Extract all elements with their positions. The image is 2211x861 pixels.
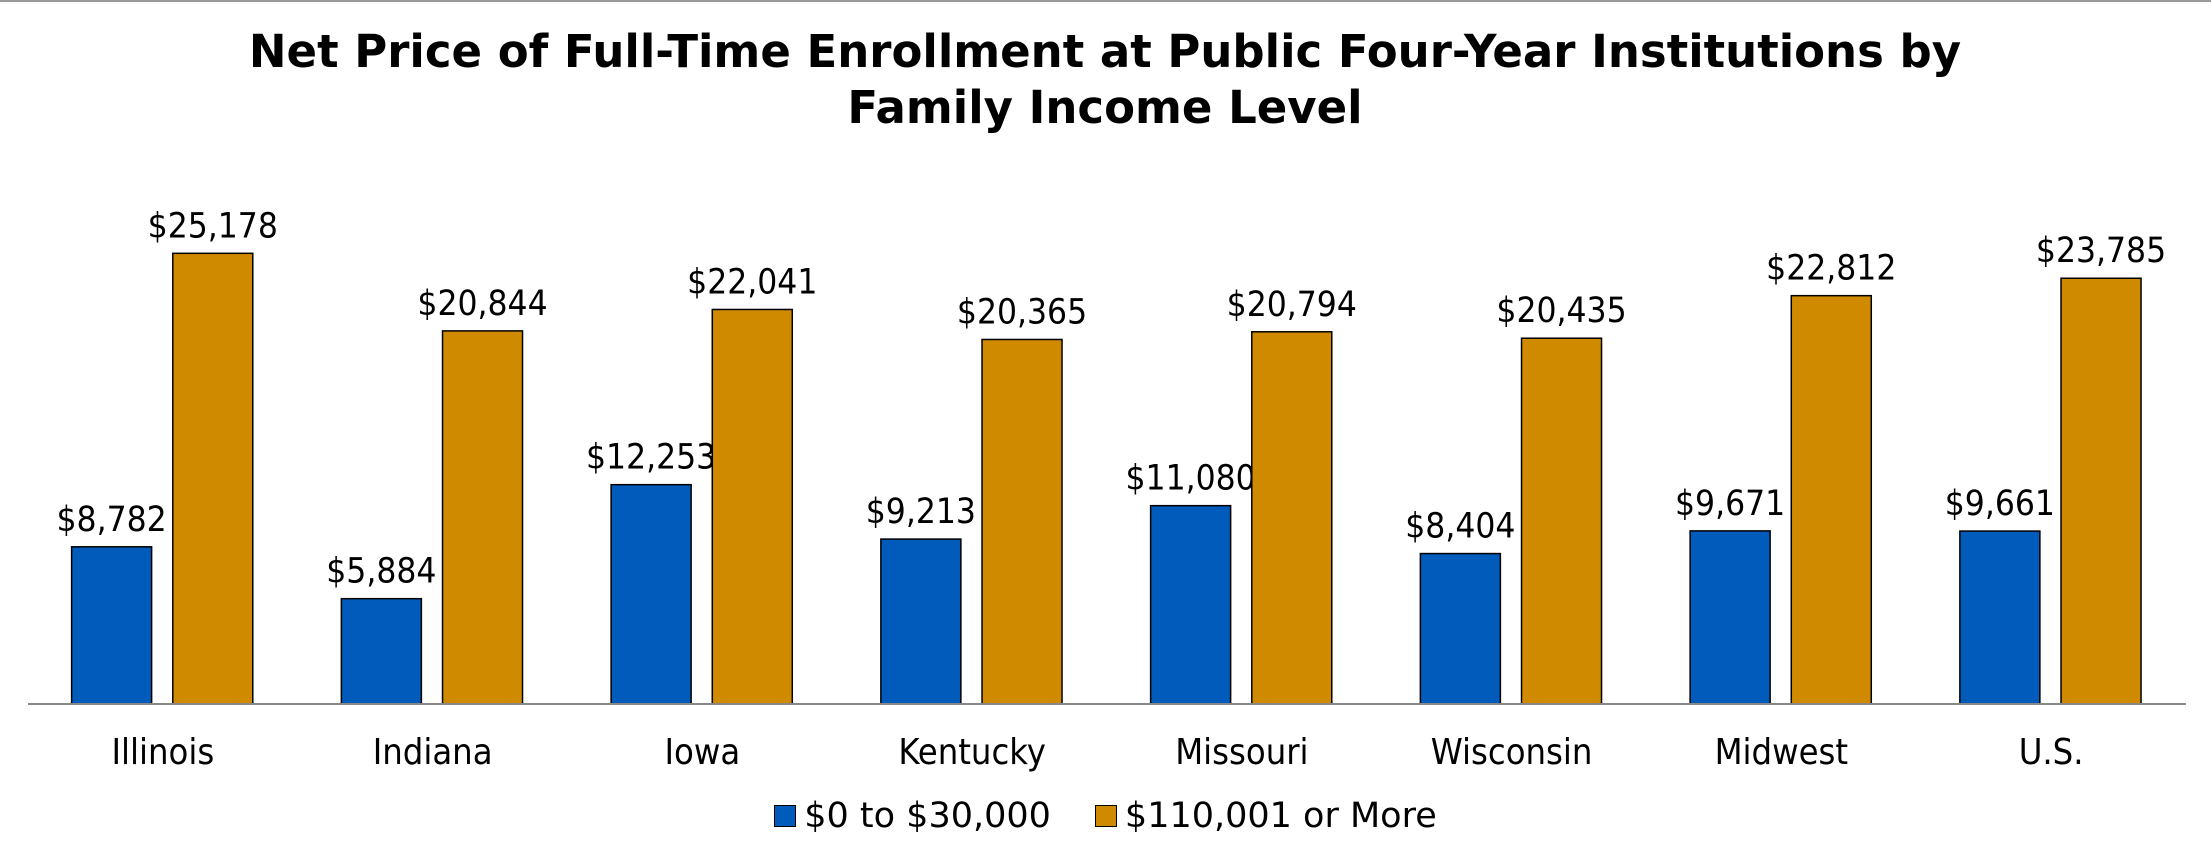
bar	[711, 308, 794, 705]
x-tick-label: Midwest	[1715, 732, 1849, 773]
x-tick-label: Iowa	[665, 732, 741, 773]
data-label: $8,782	[57, 500, 167, 540]
x-tick-label: U.S.	[2019, 732, 2084, 773]
legend-swatch	[1094, 805, 1117, 827]
x-tick-label: Wisconsin	[1431, 732, 1593, 773]
bar	[1520, 337, 1603, 705]
legend-label: $110,001 or More	[1124, 796, 1437, 836]
bar	[340, 597, 423, 705]
x-tick-label: Illinois	[111, 732, 214, 773]
data-label: $12,253	[586, 438, 716, 478]
bar	[880, 538, 962, 705]
bar	[1689, 530, 1771, 705]
bar	[1419, 552, 1502, 705]
data-label: $5,884	[326, 552, 436, 592]
bar	[981, 338, 1063, 705]
chart-title: Net Price of Full-Time Enrollment at Pub…	[248, 25, 1962, 134]
legend-label: $0 to $30,000	[804, 796, 1051, 836]
legend-item: $110,001 or More	[1094, 796, 1437, 836]
data-label: $9,661	[1945, 484, 2055, 524]
data-label: $8,404	[1405, 507, 1515, 547]
bar	[70, 546, 153, 705]
legend-swatch	[774, 805, 797, 827]
x-tick-label: Kentucky	[898, 732, 1046, 773]
bar	[1251, 331, 1333, 705]
data-label: $9,213	[866, 492, 976, 532]
bar	[172, 252, 254, 705]
bar	[1790, 294, 1873, 705]
bar	[2060, 277, 2142, 705]
bar	[1959, 530, 2041, 705]
data-label: $20,435	[1496, 291, 1626, 331]
legend: $0 to $30,000 $110,001 or More	[0, 796, 2211, 836]
bar	[610, 483, 692, 705]
legend-item: $0 to $30,000	[774, 796, 1051, 836]
data-label: $9,671	[1675, 484, 1785, 524]
data-label: $20,794	[1227, 285, 1357, 325]
data-label: $25,178	[148, 206, 278, 246]
data-label: $11,080	[1126, 459, 1256, 499]
x-tick-label: Indiana	[373, 732, 493, 773]
data-label: $20,844	[417, 284, 547, 324]
data-label: $22,812	[1766, 249, 1896, 289]
data-label: $23,785	[2036, 231, 2166, 271]
x-tick-label: Missouri	[1175, 732, 1308, 773]
bar	[1149, 504, 1232, 705]
bar	[441, 330, 524, 705]
data-label: $20,365	[957, 292, 1087, 332]
data-label: $22,041	[687, 262, 817, 302]
